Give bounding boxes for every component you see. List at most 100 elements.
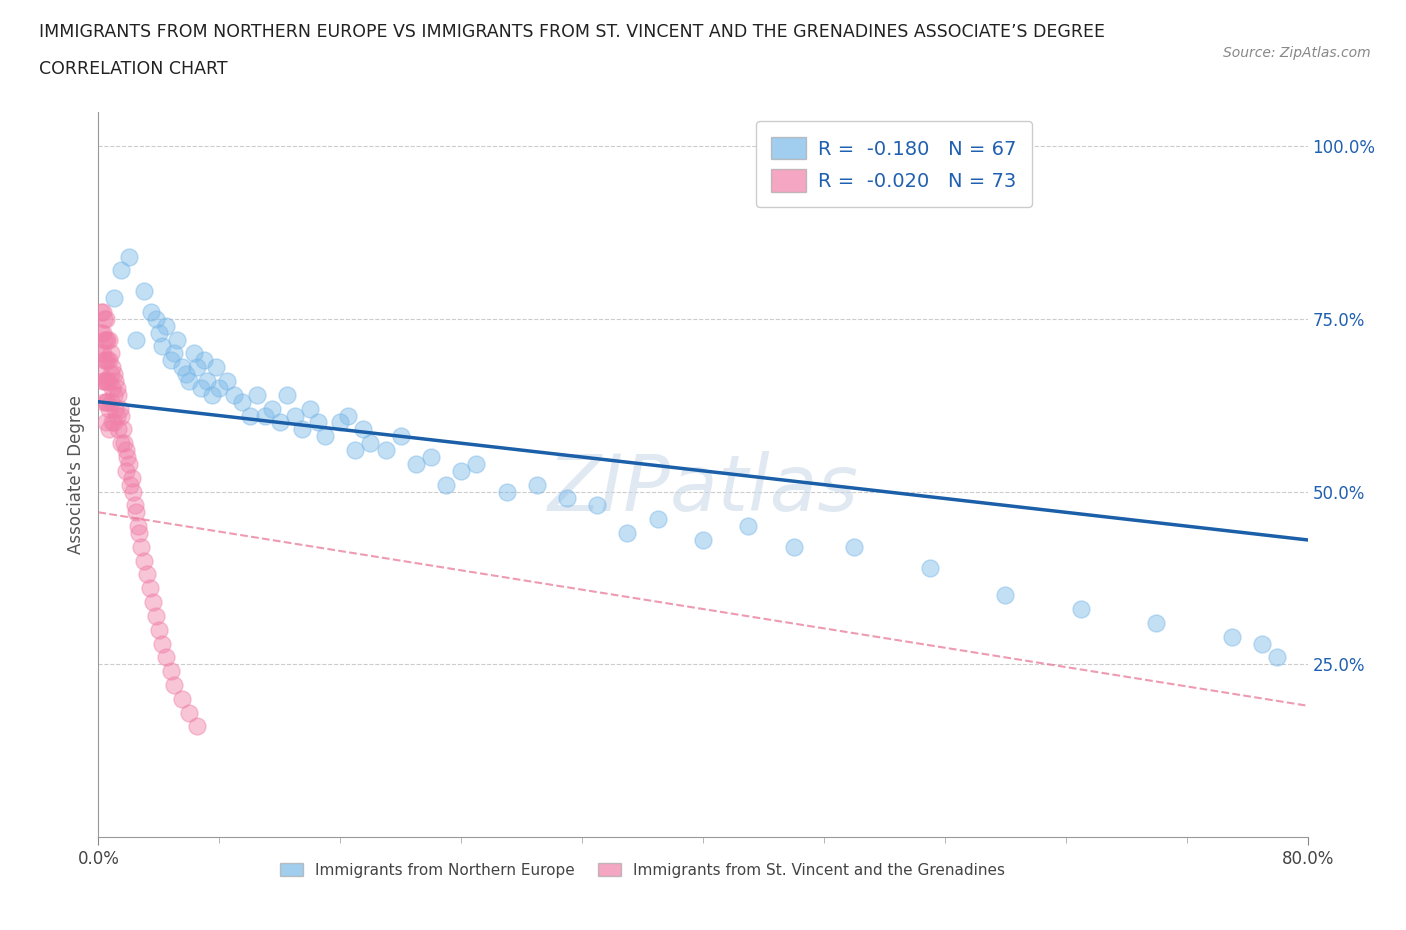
Point: [1144, 616, 1167, 631]
Point: [344, 443, 367, 458]
Point: [91, 346, 114, 361]
Point: [163, 346, 186, 361]
Point: [91, 374, 114, 389]
Point: [329, 415, 352, 430]
Point: [127, 519, 149, 534]
Point: [1267, 650, 1289, 665]
Point: [103, 291, 125, 306]
Point: [107, 422, 129, 437]
Point: [125, 505, 148, 520]
Point: [94, 312, 117, 326]
Point: [90, 346, 112, 361]
Point: [205, 360, 228, 375]
Point: [148, 326, 170, 340]
Point: [100, 346, 122, 361]
Point: [124, 498, 146, 512]
Point: [253, 408, 276, 423]
Point: [231, 394, 253, 409]
Point: [160, 664, 183, 679]
Point: [201, 388, 224, 403]
Point: [374, 443, 396, 458]
Point: [150, 339, 173, 354]
Point: [120, 477, 142, 492]
Point: [93, 374, 115, 389]
Point: [179, 705, 201, 720]
Point: [647, 512, 669, 526]
Point: [103, 415, 125, 430]
Point: [299, 401, 322, 416]
Point: [844, 539, 866, 554]
Point: [586, 498, 609, 512]
Point: [122, 485, 145, 499]
Point: [93, 312, 115, 326]
Point: [465, 457, 488, 472]
Point: [98, 352, 121, 367]
Point: [112, 436, 135, 451]
Point: [195, 374, 218, 389]
Point: [110, 263, 132, 278]
Point: [94, 352, 117, 367]
Point: [100, 394, 122, 409]
Point: [389, 429, 412, 444]
Point: [96, 394, 118, 409]
Point: [526, 477, 548, 492]
Point: [105, 408, 128, 423]
Point: [155, 650, 177, 665]
Point: [110, 436, 132, 451]
Point: [103, 366, 125, 381]
Point: [246, 388, 269, 403]
Point: [98, 422, 121, 437]
Point: [239, 408, 262, 423]
Point: [96, 332, 118, 347]
Point: [616, 525, 638, 540]
Point: [118, 457, 141, 472]
Point: [132, 284, 155, 299]
Point: [291, 422, 314, 437]
Point: [186, 360, 208, 375]
Text: ZIPatlas: ZIPatlas: [547, 451, 859, 526]
Point: [555, 491, 578, 506]
Point: [139, 581, 162, 596]
Point: [101, 415, 124, 430]
Point: [107, 388, 129, 403]
Point: [307, 415, 329, 430]
Point: [783, 539, 806, 554]
Point: [692, 533, 714, 548]
Point: [193, 352, 215, 367]
Point: [1251, 636, 1274, 651]
Point: [142, 594, 165, 609]
Point: [737, 519, 759, 534]
Point: [352, 422, 374, 437]
Point: [108, 401, 131, 416]
Point: [918, 560, 941, 575]
Point: [93, 352, 115, 367]
Point: [208, 380, 231, 395]
Point: [170, 691, 193, 706]
Point: [101, 360, 124, 375]
Point: [148, 622, 170, 637]
Point: [90, 366, 112, 381]
Point: [114, 443, 136, 458]
Point: [125, 332, 148, 347]
Point: [215, 374, 238, 389]
Point: [98, 332, 121, 347]
Point: [98, 401, 121, 416]
Point: [179, 374, 201, 389]
Point: [103, 388, 125, 403]
Point: [166, 332, 188, 347]
Point: [314, 429, 336, 444]
Point: [190, 380, 212, 395]
Point: [495, 485, 517, 499]
Point: [91, 326, 114, 340]
Point: [110, 408, 132, 423]
Point: [101, 380, 124, 395]
Point: [90, 304, 112, 319]
Point: [434, 477, 457, 492]
Point: [405, 457, 427, 472]
Point: [115, 449, 138, 464]
Point: [105, 380, 128, 395]
Point: [94, 374, 117, 389]
Legend: Immigrants from Northern Europe, Immigrants from St. Vincent and the Grenadines: Immigrants from Northern Europe, Immigra…: [274, 857, 1011, 884]
Point: [183, 346, 205, 361]
Point: [450, 463, 472, 478]
